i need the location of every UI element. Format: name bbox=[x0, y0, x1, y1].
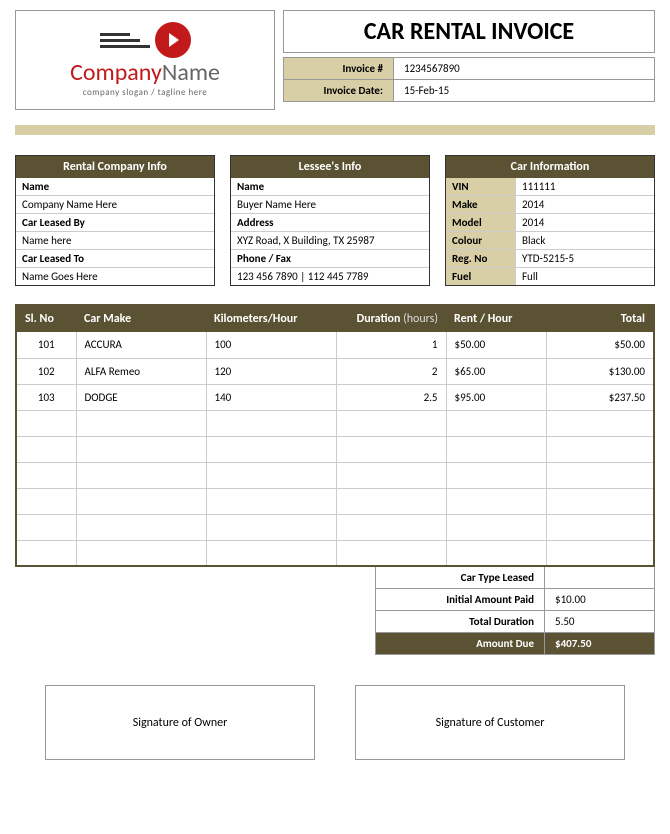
logo-text: CompanyName bbox=[70, 58, 220, 87]
car-info-label: Model bbox=[446, 214, 516, 231]
info-panels: Rental Company Info Name Company Name He… bbox=[15, 155, 655, 286]
car-info-header: Car Information bbox=[446, 156, 654, 178]
logo-graphic bbox=[100, 22, 191, 58]
signature-owner: Signature of Owner bbox=[45, 685, 315, 760]
table-row-empty bbox=[16, 462, 654, 488]
company-info-header: Rental Company Info bbox=[16, 156, 214, 178]
car-info-label: Reg. No bbox=[446, 250, 516, 267]
car-info-value: 111111 bbox=[516, 178, 654, 195]
col-duration: Duration (hours) bbox=[336, 305, 446, 332]
accent-bar bbox=[15, 125, 655, 135]
invoice-title: CAR RENTAL INVOICE bbox=[283, 10, 655, 53]
table-row: 103DODGE1402.5$95.00$237.50 bbox=[16, 384, 654, 410]
play-icon bbox=[155, 22, 191, 58]
car-information: Car Information VIN111111Make2014Model20… bbox=[445, 155, 655, 286]
table-row-empty bbox=[16, 514, 654, 540]
table-row-empty bbox=[16, 488, 654, 514]
rental-company-info: Rental Company Info Name Company Name He… bbox=[15, 155, 215, 286]
car-info-value: Black bbox=[516, 232, 654, 249]
table-header-row: Sl. No Car Make Kilometers/Hour Duration… bbox=[16, 305, 654, 332]
table-row-empty bbox=[16, 540, 654, 566]
car-info-row: FuelFull bbox=[446, 268, 654, 285]
col-total: Total bbox=[546, 305, 654, 332]
col-car-make: Car Make bbox=[76, 305, 206, 332]
invoice-date-label: Invoice Date: bbox=[284, 80, 394, 101]
lessee-info-header: Lessee's Info bbox=[231, 156, 429, 178]
invoice-date-value: 15-Feb-15 bbox=[394, 80, 654, 101]
invoice-number-row: Invoice # 1234567890 bbox=[283, 57, 655, 80]
summary-initial-paid: Initial Amount Paid $10.00 bbox=[15, 589, 655, 611]
car-info-label: Make bbox=[446, 196, 516, 213]
car-info-row: ColourBlack bbox=[446, 232, 654, 250]
summary-block: Car Type Leased Initial Amount Paid $10.… bbox=[15, 567, 655, 655]
signature-customer: Signature of Customer bbox=[355, 685, 625, 760]
car-info-row: Make2014 bbox=[446, 196, 654, 214]
col-km-hour: Kilometers/Hour bbox=[206, 305, 336, 332]
car-info-value: YTD-5215-5 bbox=[516, 250, 654, 267]
table-row: 101ACCURA1001$50.00$50.00 bbox=[16, 332, 654, 358]
lessee-info: Lessee's Info Name Buyer Name Here Addre… bbox=[230, 155, 430, 286]
line-items-table: Sl. No Car Make Kilometers/Hour Duration… bbox=[15, 304, 655, 567]
car-info-value: 2014 bbox=[516, 196, 654, 213]
table-row: 102ALFA Remeo1202$65.00$130.00 bbox=[16, 358, 654, 384]
summary-total-duration: Total Duration 5.50 bbox=[15, 611, 655, 633]
invoice-date-row: Invoice Date: 15-Feb-15 bbox=[283, 80, 655, 102]
car-info-value: 2014 bbox=[516, 214, 654, 231]
logo-box: CompanyName company slogan / tagline her… bbox=[15, 10, 275, 110]
car-info-value: Full bbox=[516, 268, 654, 285]
invoice-number-value: 1234567890 bbox=[394, 58, 654, 79]
invoice-number-label: Invoice # bbox=[284, 58, 394, 79]
signature-row: Signature of Owner Signature of Customer bbox=[15, 685, 655, 760]
header: CompanyName company slogan / tagline her… bbox=[15, 10, 655, 110]
col-rent-hour: Rent / Hour bbox=[446, 305, 546, 332]
car-info-label: Colour bbox=[446, 232, 516, 249]
summary-car-type: Car Type Leased bbox=[15, 567, 655, 589]
table-row-empty bbox=[16, 410, 654, 436]
car-info-label: VIN bbox=[446, 178, 516, 195]
car-info-row: Reg. NoYTD-5215-5 bbox=[446, 250, 654, 268]
car-info-row: VIN111111 bbox=[446, 178, 654, 196]
summary-amount-due: Amount Due $407.50 bbox=[15, 633, 655, 655]
logo-slogan: company slogan / tagline here bbox=[83, 87, 207, 98]
col-sl-no: Sl. No bbox=[16, 305, 76, 332]
car-info-label: Fuel bbox=[446, 268, 516, 285]
table-row-empty bbox=[16, 436, 654, 462]
car-info-row: Model2014 bbox=[446, 214, 654, 232]
